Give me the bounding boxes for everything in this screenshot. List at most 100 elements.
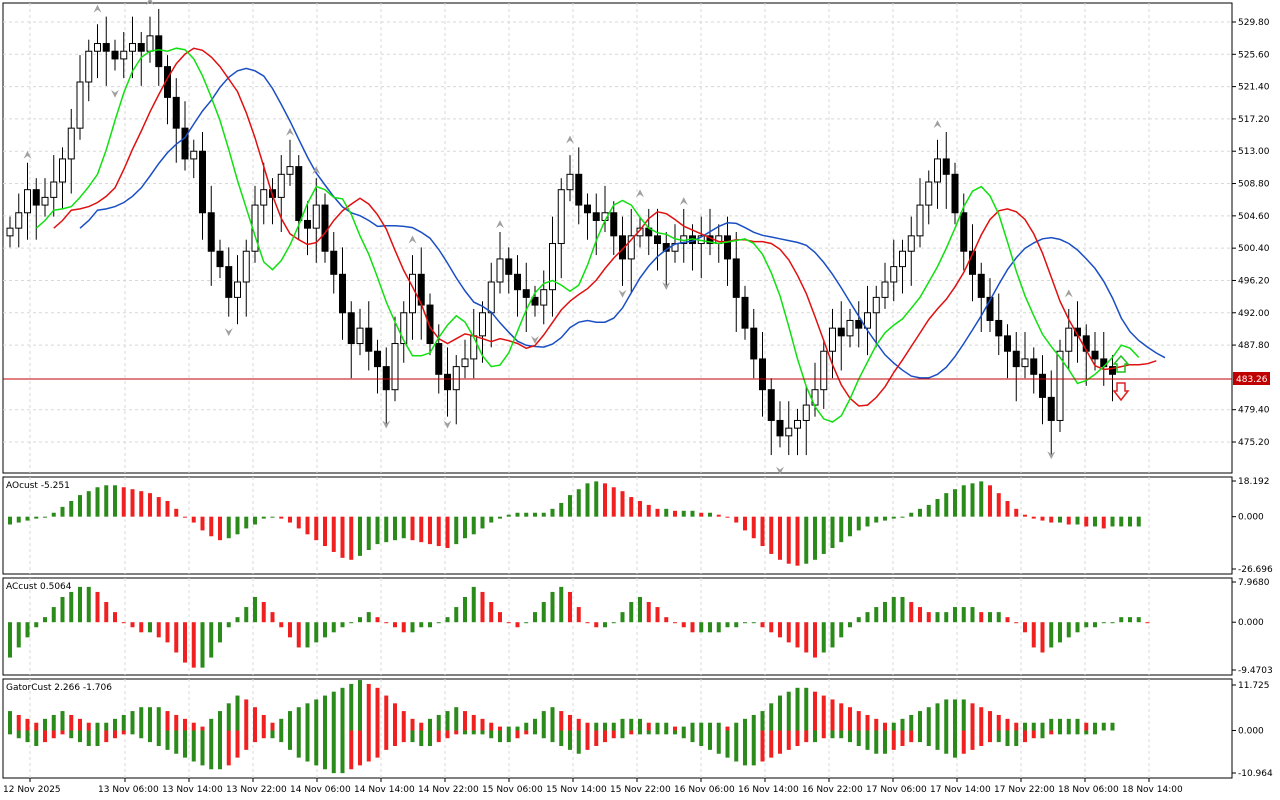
ac-panel[interactable] [2, 577, 1233, 676]
histogram-bar [1075, 718, 1080, 731]
ao-panel[interactable] [2, 476, 1233, 575]
candle-body [32, 189, 40, 206]
candle-body [969, 250, 976, 275]
histogram-bar [340, 622, 345, 628]
histogram-bar [1058, 622, 1062, 643]
histogram-bar [585, 483, 590, 517]
price-tick-label: 525.60 [1238, 50, 1270, 60]
histogram-bar [200, 622, 205, 668]
candle-body [94, 43, 101, 52]
candle-body [277, 173, 285, 198]
histogram-bar [603, 483, 607, 517]
candle-body [1091, 350, 1099, 360]
gator-lower-bar [996, 730, 1001, 743]
gator-lower-bar [716, 730, 721, 754]
candle-body [172, 96, 180, 129]
histogram-bar [235, 695, 240, 731]
histogram-bar [979, 707, 984, 731]
indicator-tick-label: -10.964 [1238, 769, 1273, 779]
price-tick-label: 517.20 [1238, 115, 1270, 125]
histogram-bar [681, 622, 686, 628]
gator-lower-bar [270, 730, 275, 739]
histogram-bar [165, 500, 170, 517]
candle-body [829, 327, 836, 352]
histogram-bar [244, 607, 249, 623]
gator-lower-bar [568, 730, 572, 750]
candle-body [452, 366, 460, 391]
candle-body [505, 258, 513, 275]
alligator-lips-line [35, 47, 1140, 423]
histogram-bar [909, 714, 914, 731]
histogram-bar [43, 718, 47, 731]
gator-lower-bar [305, 730, 310, 762]
fractal-down-icon [224, 328, 233, 337]
fractal-up-icon [933, 120, 942, 129]
fractal-down-icon [662, 282, 671, 290]
price-tick-label: 508.80 [1238, 180, 1270, 190]
histogram-bar [664, 722, 669, 731]
histogram-bar [471, 516, 476, 535]
histogram-bar [323, 695, 327, 731]
gator-lower-bar [1075, 730, 1080, 735]
histogram-bar [1145, 622, 1150, 624]
histogram-bar [34, 722, 39, 731]
histogram-bar [314, 699, 319, 731]
alligator-jaw-line [79, 67, 1166, 379]
histogram-bar [1023, 722, 1027, 731]
fractal-down-icon [382, 420, 391, 429]
time-tick-label: 13 Nov 14:00 [162, 785, 223, 795]
gator-lower-bar [78, 730, 82, 743]
histogram-bar [681, 726, 686, 731]
histogram-bar [821, 516, 826, 554]
candle-body [470, 335, 478, 360]
histogram-bar [8, 622, 12, 658]
histogram-bar [988, 485, 992, 517]
candle-body [216, 250, 224, 268]
histogram-bar [594, 481, 599, 517]
gator-lower-bar [874, 730, 879, 754]
gator-lower-bar [51, 730, 56, 739]
histogram-bar [349, 516, 354, 560]
histogram-bar [559, 586, 564, 623]
gator-panel[interactable] [2, 678, 1233, 779]
histogram-bar [944, 699, 949, 731]
histogram-bar [1093, 622, 1097, 628]
histogram-bar [209, 718, 214, 731]
histogram-bar [603, 622, 607, 628]
candles [6, 8, 1116, 456]
gator-lower-bar [1005, 730, 1010, 746]
histogram-bar [1128, 617, 1132, 623]
histogram-bar [515, 512, 520, 517]
histogram-bar [314, 516, 319, 541]
histogram-bar [743, 622, 747, 624]
histogram-bar [638, 596, 642, 623]
ac-title: ACcust 0.5064 [6, 582, 72, 592]
histogram-bar [883, 516, 887, 521]
histogram-bar [1049, 622, 1054, 648]
histogram-bar [454, 707, 459, 731]
histogram-bar [279, 516, 284, 519]
gator-lower-bar [970, 730, 975, 750]
histogram-bar [550, 508, 555, 517]
histogram-bar [1084, 722, 1089, 731]
histogram-bar [305, 516, 310, 535]
ac-histogram: 7.9680 0.000 -9.4703 [8, 578, 1273, 676]
buy-signal-arrow-icon [1112, 354, 1130, 373]
candle-body [129, 43, 136, 52]
histogram-bar [690, 510, 695, 517]
histogram-bar [725, 726, 730, 731]
current-price-tag [1233, 372, 1270, 385]
gator-lower-bar [795, 730, 800, 746]
gator-lower-bar [34, 730, 39, 746]
histogram-bar [401, 516, 406, 539]
histogram-bar [279, 718, 284, 731]
candle-body [356, 327, 364, 345]
candle-body [487, 281, 495, 314]
price-tick-label: 487.80 [1238, 341, 1270, 351]
histogram-bar [34, 622, 39, 628]
gator-lower-bar [725, 730, 730, 758]
candle-body [461, 358, 469, 368]
histogram-bar [926, 707, 931, 731]
histogram-bar [673, 622, 677, 624]
